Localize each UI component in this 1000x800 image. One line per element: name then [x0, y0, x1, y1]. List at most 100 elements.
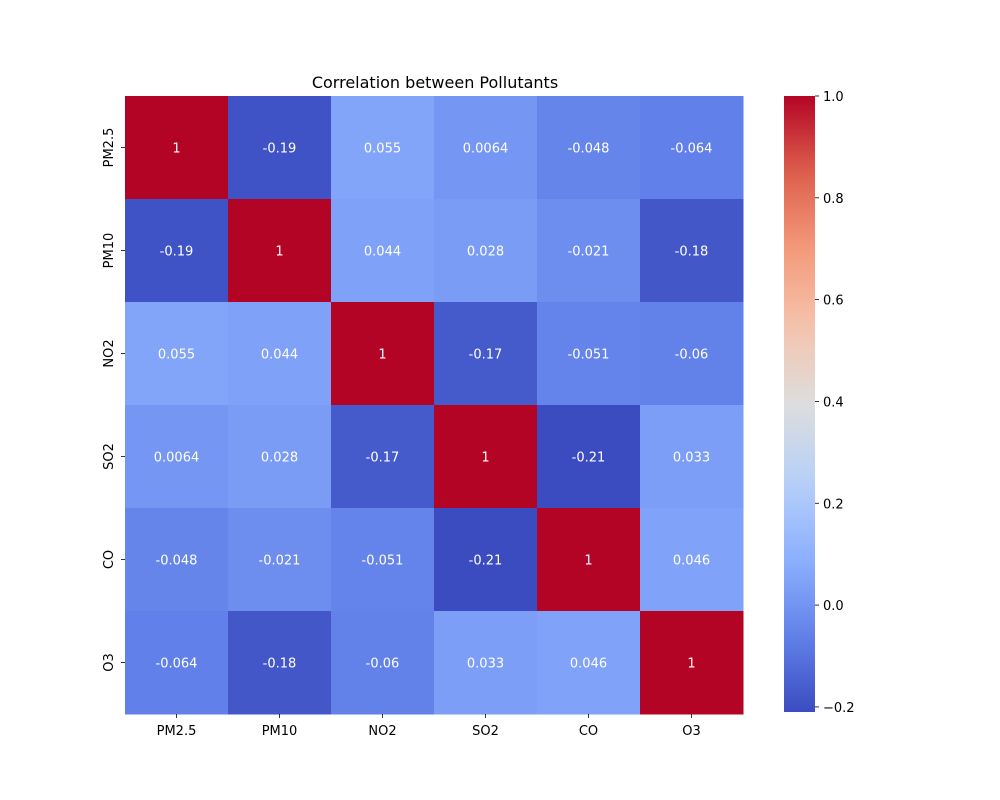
cell-value-label: 1 — [481, 451, 489, 466]
cell-value-label: -0.048 — [156, 554, 198, 569]
cell-value-label: 1 — [687, 657, 695, 672]
y-tick-label: CO — [102, 550, 117, 569]
heatmap-cell — [228, 302, 332, 406]
heatmap-cell — [125, 302, 229, 406]
colorbar-tick-label: −0.2 — [823, 701, 855, 716]
chart-title: Correlation between Pollutants — [312, 73, 558, 92]
heatmap-cell — [434, 302, 538, 406]
heatmap-cell — [537, 405, 641, 509]
heatmap-cell — [537, 96, 641, 200]
y-tick-label: PM2.5 — [102, 128, 117, 168]
cell-value-label: -0.21 — [469, 554, 503, 569]
x-tick-label: SO2 — [472, 724, 499, 739]
heatmap-cell — [331, 96, 435, 200]
heatmap-cell — [640, 508, 744, 612]
cell-value-label: -0.064 — [671, 142, 713, 157]
heatmap-cell — [640, 96, 744, 200]
cell-value-label: -0.19 — [263, 142, 297, 157]
y-tick-label: O3 — [102, 653, 117, 672]
heatmap-cell — [434, 405, 538, 509]
cell-value-label: -0.18 — [675, 245, 709, 260]
heatmap-cell-labels: 1 -0.19 0.055 0.0064 -0.048 -0.064 -0.19 1 0.044… — [154, 142, 713, 672]
heatmap-cell — [228, 96, 332, 200]
x-tick-label: PM2.5 — [157, 724, 197, 739]
cell-value-label: -0.06 — [675, 348, 709, 363]
heatmap-cell — [228, 508, 332, 612]
heatmap-cell — [228, 199, 332, 303]
cell-value-label: -0.21 — [572, 451, 606, 466]
heatmap-cell — [331, 405, 435, 509]
x-tick-label: NO2 — [368, 724, 396, 739]
heatmap-cell — [537, 611, 641, 715]
x-tick-label: O3 — [682, 724, 701, 739]
cell-value-label: 1 — [584, 554, 592, 569]
heatmap-cell — [434, 199, 538, 303]
heatmap-cell — [228, 611, 332, 715]
heatmap-cell — [537, 302, 641, 406]
x-tick-label: CO — [579, 724, 598, 739]
cell-value-label: 0.044 — [364, 245, 401, 260]
heatmap-cell — [228, 405, 332, 509]
y-tick-label: SO2 — [102, 443, 117, 470]
colorbar: −0.2 0.0 0.2 0.4 0.6 0.8 1.0 — [784, 90, 855, 716]
heatmap-cell — [125, 611, 229, 715]
heatmap-cell — [640, 611, 744, 715]
heatmap-cell — [537, 508, 641, 612]
cell-value-label: 1 — [378, 348, 386, 363]
x-axis: PM2.5 PM10 NO2 SO2 CO O3 — [157, 714, 701, 739]
heatmap-cells — [125, 96, 744, 715]
colorbar-gradient — [784, 96, 815, 712]
cell-value-label: -0.064 — [156, 657, 198, 672]
colorbar-tick-label: 0.6 — [823, 294, 844, 309]
cell-value-label: 0.044 — [261, 348, 298, 363]
colorbar-tick-label: 1.0 — [823, 90, 844, 105]
heatmap-cell — [434, 96, 538, 200]
y-tick-label: NO2 — [102, 339, 117, 367]
heatmap-cell — [640, 405, 744, 509]
heatmap-cell — [434, 508, 538, 612]
cell-value-label: -0.06 — [366, 657, 400, 672]
cell-value-label: 1 — [172, 142, 180, 157]
x-tick-label: PM10 — [262, 724, 298, 739]
y-axis: PM2.5 PM10 NO2 SO2 CO O3 — [102, 128, 125, 672]
colorbar-tick-label: 0.8 — [823, 192, 844, 207]
colorbar-tick-label: 0.2 — [823, 497, 844, 512]
heatmap-cell — [640, 302, 744, 406]
heatmap-cell — [331, 508, 435, 612]
heatmap-cell — [331, 199, 435, 303]
heatmap-cell — [434, 611, 538, 715]
cell-value-label: -0.17 — [469, 348, 503, 363]
cell-value-label: 0.046 — [570, 657, 607, 672]
cell-value-label: 0.033 — [467, 657, 504, 672]
cell-value-label: -0.051 — [568, 348, 610, 363]
cell-value-label: -0.19 — [160, 245, 194, 260]
cell-value-label: 0.033 — [673, 451, 710, 466]
heatmap-cell — [125, 508, 229, 612]
heatmap-cell — [537, 199, 641, 303]
cell-value-label: 0.0064 — [463, 142, 509, 157]
cell-value-label: -0.17 — [366, 451, 400, 466]
cell-value-label: -0.18 — [263, 657, 297, 672]
cell-value-label: 0.055 — [158, 348, 195, 363]
cell-value-label: -0.048 — [568, 142, 610, 157]
heatmap-cell — [125, 405, 229, 509]
cell-value-label: -0.051 — [362, 554, 404, 569]
colorbar-tick-label: 0.0 — [823, 599, 844, 614]
cell-value-label: 1 — [275, 245, 283, 260]
cell-value-label: -0.021 — [568, 245, 610, 260]
cell-value-label: 0.028 — [261, 451, 298, 466]
heatmap-cell — [125, 96, 229, 200]
cell-value-label: 0.046 — [673, 554, 710, 569]
cell-value-label: 0.028 — [467, 245, 504, 260]
y-tick-label: PM10 — [102, 233, 117, 269]
heatmap-cell — [331, 611, 435, 715]
colorbar-tick-label: 0.4 — [823, 395, 844, 410]
heatmap-cell — [125, 199, 229, 303]
heatmap-cell — [640, 199, 744, 303]
cell-value-label: 0.0064 — [154, 451, 200, 466]
cell-value-label: -0.021 — [259, 554, 301, 569]
cell-value-label: 0.055 — [364, 142, 401, 157]
heatmap-cell — [331, 302, 435, 406]
